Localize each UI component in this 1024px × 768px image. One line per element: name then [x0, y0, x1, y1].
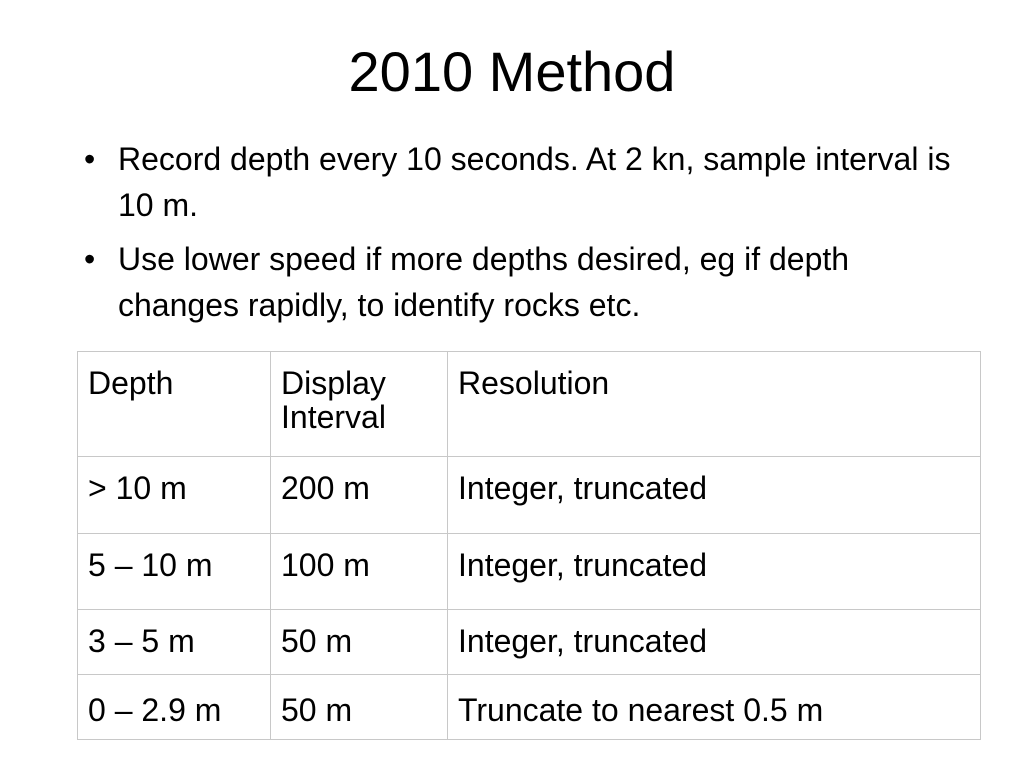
table-cell: 3 – 5 m	[77, 609, 271, 675]
bullet-marker: •	[84, 241, 96, 277]
table-row: 3 – 5 m 50 m Integer, truncated	[77, 609, 981, 675]
table-cell: Integer, truncated	[447, 609, 981, 675]
table-cell: 50 m	[270, 674, 448, 740]
bullet-marker: •	[84, 141, 96, 177]
bullet-list: • Record depth every 10 seconds. At 2 kn…	[84, 136, 964, 336]
table-cell: Integer, truncated	[447, 533, 981, 610]
header-cell-display-interval: Display Interval	[270, 351, 448, 457]
table-cell: Truncate to nearest 0.5 m	[447, 674, 981, 740]
table-cell: 200 m	[270, 456, 448, 534]
bullet-item: • Use lower speed if more depths desired…	[84, 236, 964, 328]
depth-resolution-table: Depth Display Interval Resolution > 10 m…	[77, 351, 981, 740]
table-row: 5 – 10 m 100 m Integer, truncated	[77, 533, 981, 610]
table-cell: 5 – 10 m	[77, 533, 271, 610]
table-cell: 100 m	[270, 533, 448, 610]
depth-table-container: Depth Display Interval Resolution > 10 m…	[77, 351, 981, 740]
table-row: > 10 m 200 m Integer, truncated	[77, 456, 981, 534]
bullet-text: Record depth every 10 seconds. At 2 kn, …	[118, 141, 951, 223]
table-header-row: Depth Display Interval Resolution	[77, 351, 981, 457]
header-cell-depth: Depth	[77, 351, 271, 457]
header-cell-resolution: Resolution	[447, 351, 981, 457]
table-cell: Integer, truncated	[447, 456, 981, 534]
slide-title: 2010 Method	[348, 40, 676, 103]
bullet-item: • Record depth every 10 seconds. At 2 kn…	[84, 136, 964, 228]
table-cell: 50 m	[270, 609, 448, 675]
table-cell: 0 – 2.9 m	[77, 674, 271, 740]
bullet-text: Use lower speed if more depths desired, …	[118, 241, 850, 323]
table-row: 0 – 2.9 m 50 m Truncate to nearest 0.5 m	[77, 674, 981, 740]
table-cell: > 10 m	[77, 456, 271, 534]
